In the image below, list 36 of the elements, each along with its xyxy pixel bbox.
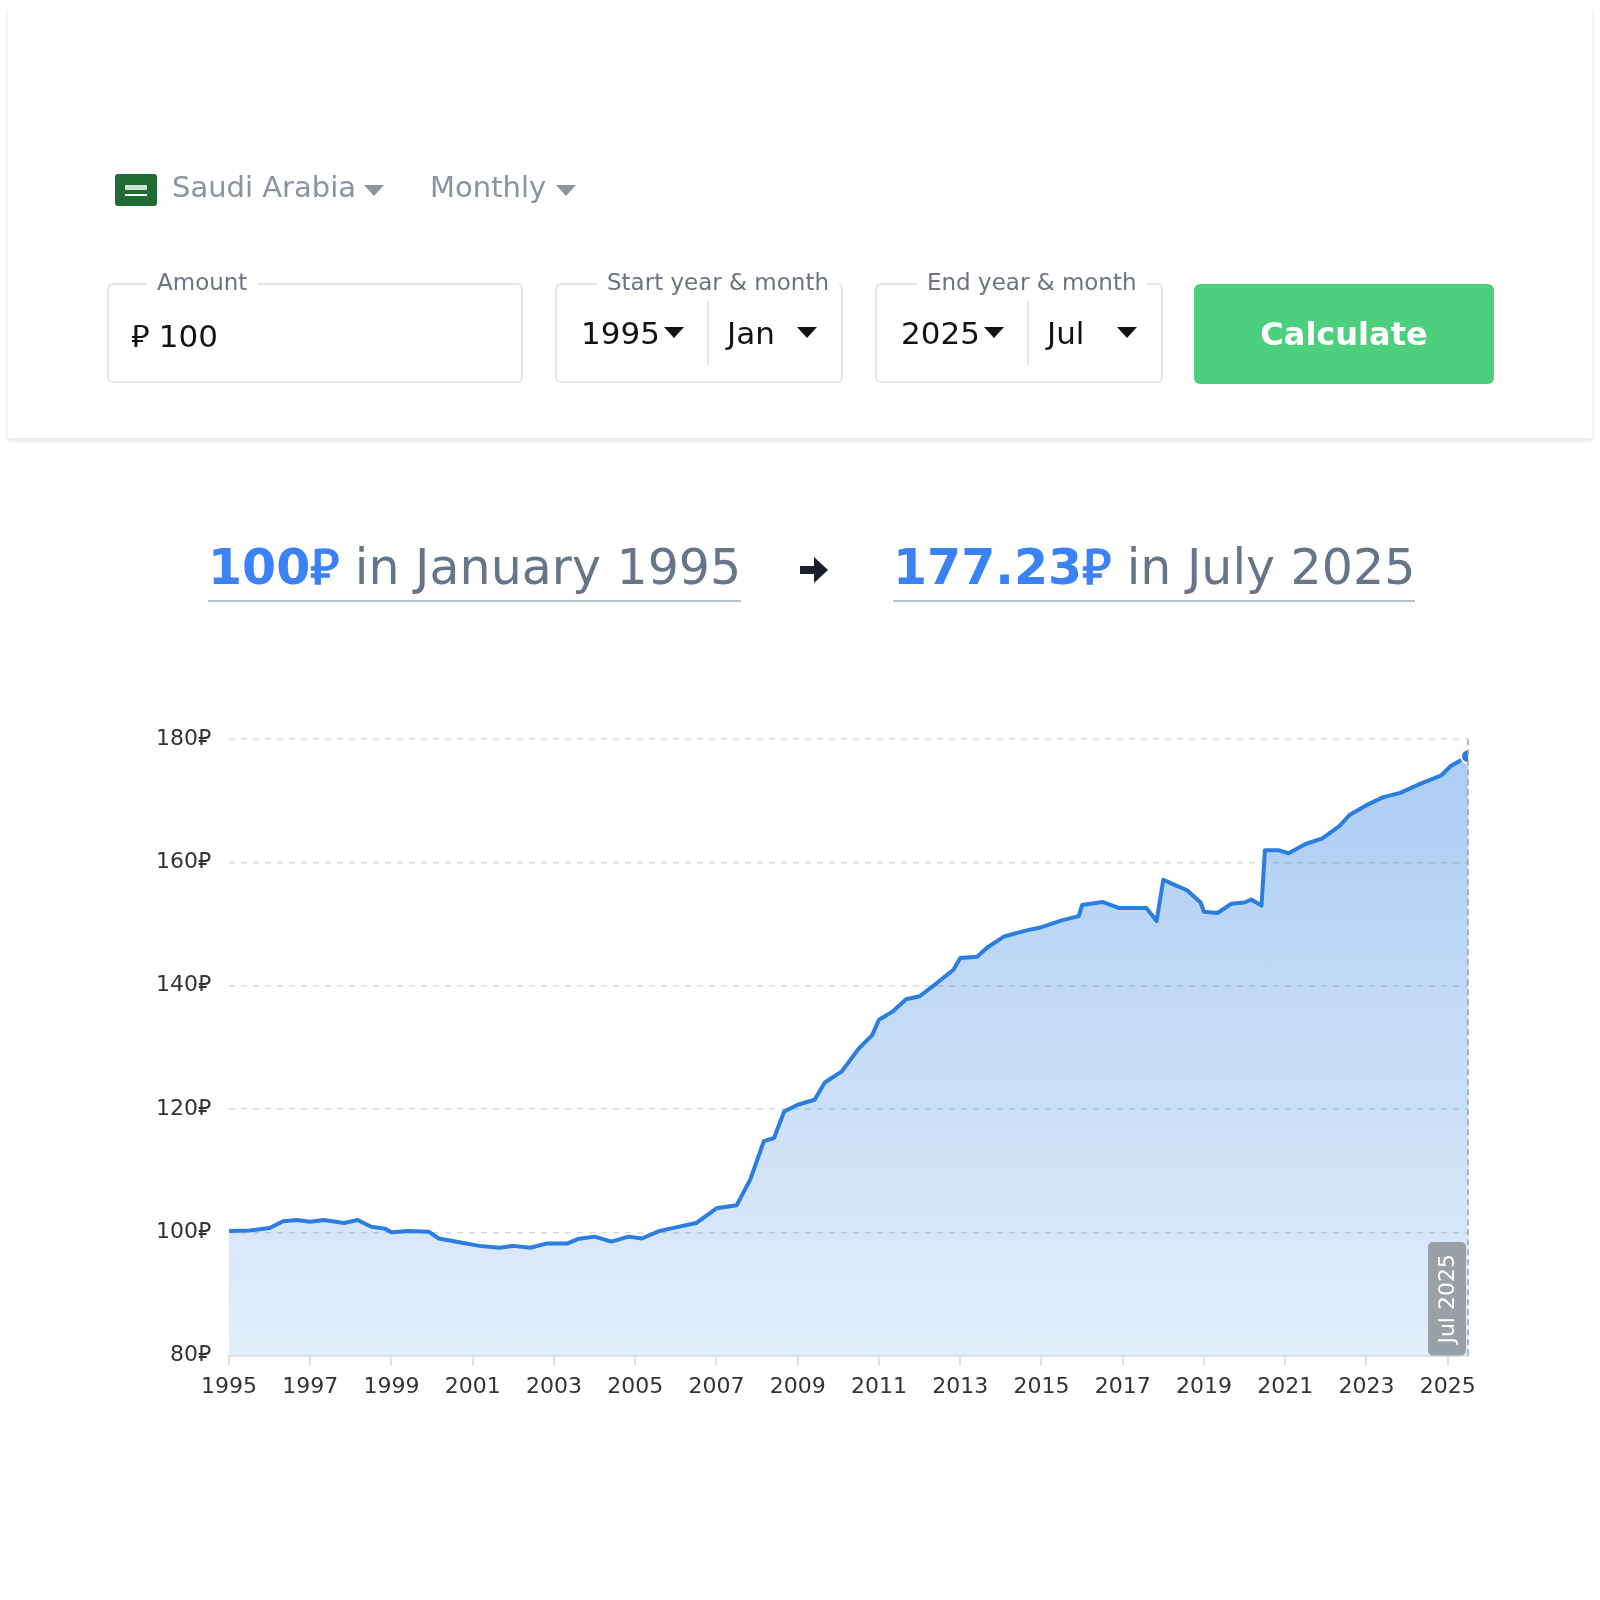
text: Monthly	[430, 170, 547, 204]
ref-line-label: Jul 2025	[1433, 1254, 1459, 1346]
x-tick-label: 1995	[200, 1372, 257, 1398]
x-tick-label: 2015	[1013, 1372, 1070, 1398]
x-tick-label: 2003	[525, 1372, 582, 1398]
y-tick-label: 140⃁	[155, 971, 211, 997]
x-tick-label: 2007	[688, 1372, 745, 1398]
text: Amount	[147, 269, 258, 295]
x-tick-label: 1999	[363, 1372, 420, 1398]
text: ⃁ 100	[131, 317, 219, 356]
x-tick-label: 2013	[932, 1372, 989, 1398]
x-tick-label: 2019	[1175, 1372, 1232, 1398]
text: Start year & month	[597, 269, 840, 295]
text: End year & month	[917, 269, 1147, 295]
chart-title: 100⃁ in January 1995	[208, 539, 742, 596]
x-tick-label: 1997	[282, 1372, 339, 1398]
y-tick-label: 180⃁	[155, 724, 211, 750]
x-tick-label: 2017	[1094, 1372, 1151, 1398]
x-tick-label: 2011	[850, 1372, 907, 1398]
y-tick-label: 160⃁	[155, 848, 211, 874]
y-tick-label: 120⃁	[155, 1094, 211, 1120]
x-tick-label: 2005	[607, 1372, 664, 1398]
x-tick-label: 2025	[1419, 1372, 1476, 1398]
text: Saudi Arabia	[172, 170, 357, 204]
text: 2025	[901, 315, 980, 351]
x-tick-label: 2001	[444, 1372, 501, 1398]
y-tick-label: 80⃁	[169, 1341, 211, 1367]
text: Calculate	[1194, 284, 1494, 384]
text: Jan	[727, 315, 775, 351]
text: 1995	[581, 315, 660, 351]
x-tick-label: 2023	[1338, 1372, 1395, 1398]
x-tick-label: 2009	[769, 1372, 826, 1398]
x-tick-label: 2021	[1257, 1372, 1314, 1398]
text: Jul	[1047, 315, 1085, 351]
y-tick-label: 100⃁	[155, 1218, 211, 1244]
chart-subtitle: 177.23⃁ in July 2025	[893, 539, 1416, 596]
